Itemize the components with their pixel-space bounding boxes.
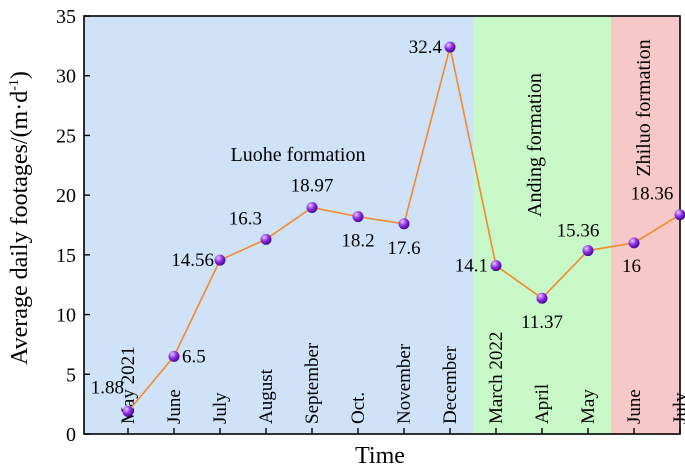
data-point-10 [582, 245, 594, 257]
data-point-4 [306, 201, 318, 213]
x-axis-title: Time [355, 443, 405, 469]
data-label-3: 16.3 [229, 208, 262, 229]
x-tick-label-2: July [210, 392, 231, 424]
y-axis-title-close: ) [7, 71, 33, 79]
region-label-1: Anding formation [524, 73, 546, 217]
y-tick-label-5: 25 [56, 125, 76, 147]
region-1 [473, 16, 611, 434]
x-tick-label-12: July [670, 392, 685, 424]
data-label-9: 11.37 [521, 312, 563, 333]
data-label-8: 14.1 [455, 256, 488, 277]
data-label-5: 18.2 [341, 231, 374, 252]
data-labels: Luohe formation Anding formation Zhiluo fo… [91, 37, 674, 398]
data-point-3 [260, 233, 272, 245]
data-point-7 [444, 41, 456, 53]
data-label-0: 1.88 [91, 378, 124, 399]
data-point-12 [674, 209, 685, 221]
region-label-2: Zhiluo formation [633, 39, 655, 176]
y-tick-label-7: 35 [56, 6, 76, 28]
x-tick-label-11: June [624, 389, 645, 424]
x-tick-label-3: August [256, 368, 277, 424]
data-point-6 [398, 218, 410, 230]
y-tick-label-3: 15 [56, 245, 76, 267]
x-tick-label-7: December [440, 345, 461, 424]
data-label-7: 32.4 [409, 37, 443, 58]
region-label-0: Luohe formation [231, 144, 366, 166]
data-label-12: 18.36 [631, 184, 674, 205]
y-axis-title-main: Average daily footages/(m·d [7, 91, 33, 365]
x-tick-label-8: March 2022 [486, 332, 507, 424]
region-2 [611, 16, 680, 434]
y-tick-label-0: 0 [66, 424, 76, 446]
x-tick-label-10: May [578, 389, 599, 424]
plot-frame [83, 15, 681, 435]
y-axis-title-superscript: -1 [7, 79, 22, 91]
y-axis-title: Average daily footages/(m·d-1) [7, 71, 33, 365]
x-tick-label-4: September [302, 342, 323, 424]
data-point-0 [122, 406, 134, 418]
x-tick-label-6: November [394, 343, 415, 424]
data-point-9 [536, 292, 548, 304]
data-series [122, 41, 685, 418]
y-tick-label-6: 30 [56, 66, 76, 88]
data-point-5 [352, 211, 364, 223]
data-point-1 [168, 350, 180, 362]
y-tick-label-2: 10 [56, 305, 76, 327]
data-label-6: 17.6 [387, 238, 420, 259]
data-label-11: 16 [622, 256, 641, 277]
data-label-2: 14.56 [171, 250, 214, 271]
data-label-1: 6.5 [182, 346, 206, 367]
data-label-10: 15.36 [557, 221, 600, 242]
data-label-4: 18.97 [291, 175, 334, 196]
data-point-2 [214, 254, 226, 266]
y-tick-label-1: 5 [66, 364, 76, 386]
y-tick-label-4: 20 [56, 185, 76, 207]
x-tick-label-9: April [532, 384, 553, 424]
data-point-8 [490, 260, 502, 272]
x-tick-label-1: June [164, 389, 185, 424]
x-tick-label-5: Oct. [348, 392, 369, 424]
data-point-11 [628, 237, 640, 249]
